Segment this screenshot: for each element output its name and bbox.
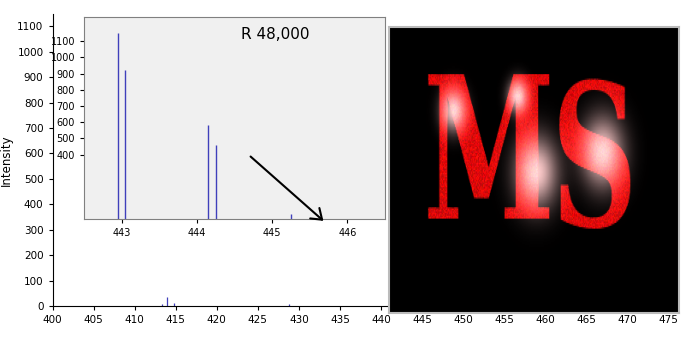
Text: R 48,000: R 48,000 — [241, 27, 309, 42]
Y-axis label: Intensity: Intensity — [0, 134, 13, 186]
